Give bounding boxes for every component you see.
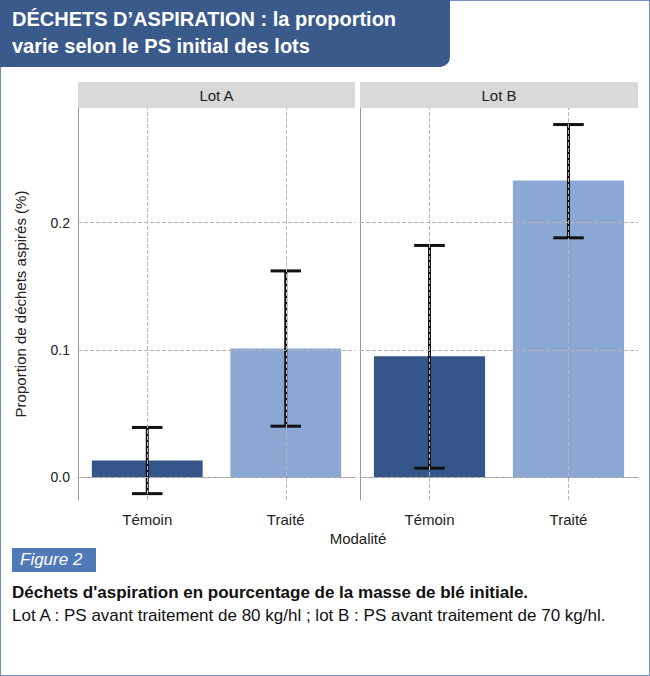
svg-text:Témoin: Témoin [122,511,172,528]
html-text:Figure 2: Figure 2 [20,550,83,569]
svg-text:Lot B: Lot B [481,87,516,104]
svg-text:0.2: 0.2 [51,215,71,231]
html-text:Lot A : PS avant traitement de: Lot A : PS avant traitement de 80 kg/hl … [12,606,606,625]
svg-text:0.1: 0.1 [51,342,71,358]
html-text:Déchets d'aspiration en pource: Déchets d'aspiration en pourcentage de l… [12,583,529,602]
svg-text:Modalité: Modalité [330,530,387,547]
svg-text:Proportion de déchets aspirés: Proportion de déchets aspirés (%) [12,191,29,418]
svg-text:Lot A: Lot A [199,87,233,104]
svg-text:Témoin: Témoin [404,511,454,528]
svg-text:Traité: Traité [267,511,305,528]
svg-text:0.0: 0.0 [51,469,71,485]
html-text:DÉCHETS D’ASPIRATION : la prop: DÉCHETS D’ASPIRATION : la proportion var… [12,8,397,57]
svg-text:Traité: Traité [550,511,588,528]
